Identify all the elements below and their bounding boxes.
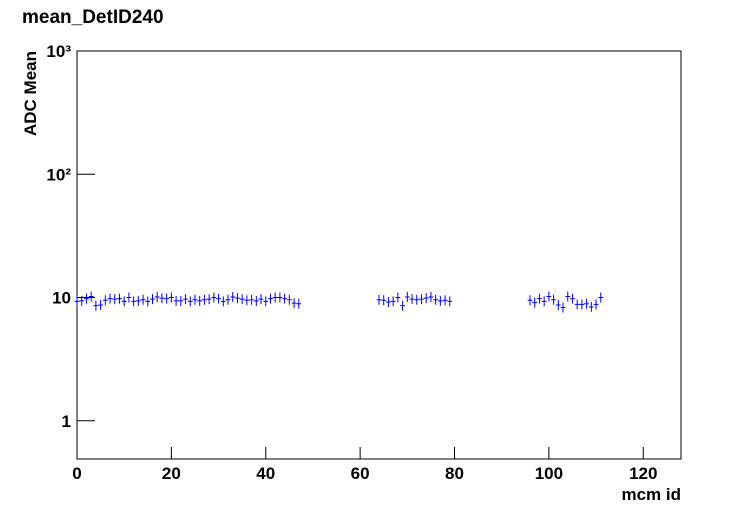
data-point — [249, 294, 254, 305]
plot-frame — [76, 50, 682, 460]
data-point — [414, 294, 420, 305]
chart-title: mean_DetID240 — [22, 7, 164, 28]
data-point — [272, 292, 278, 303]
data-point — [154, 292, 160, 303]
data-point — [282, 293, 287, 304]
data-point — [178, 295, 184, 306]
data-point — [230, 292, 236, 303]
x-tick-label: 60 — [351, 464, 370, 483]
data-point — [202, 294, 207, 305]
data-point — [593, 299, 599, 310]
x-tick-label: 20 — [162, 464, 181, 483]
data-point — [286, 294, 292, 305]
data-point — [428, 292, 434, 303]
data-point — [84, 293, 89, 304]
data-point — [409, 294, 415, 305]
data-point — [211, 292, 217, 303]
x-tick-label: 100 — [535, 464, 563, 483]
data-point — [225, 294, 231, 305]
data-point — [88, 291, 94, 302]
data-point — [395, 292, 401, 303]
y-tick-label: 10² — [46, 165, 71, 184]
x-tick-label: 120 — [629, 464, 657, 483]
data-point — [164, 293, 170, 304]
data-point — [381, 295, 387, 306]
data-point — [376, 294, 382, 305]
data-point — [235, 293, 240, 304]
data-point — [419, 294, 424, 305]
data-point — [296, 298, 302, 309]
data-point — [220, 296, 226, 307]
x-tick-label: 0 — [72, 464, 81, 483]
x-axis-label: mcm id — [621, 485, 681, 504]
data-point — [404, 292, 410, 303]
y-axis-label: ADC Mean — [21, 51, 40, 136]
data-point — [423, 293, 429, 304]
data-point — [126, 292, 132, 303]
data-point — [541, 296, 547, 307]
data-point — [244, 295, 250, 306]
data-point — [183, 294, 188, 305]
data-point — [216, 293, 221, 304]
data-point — [400, 300, 405, 311]
data-point — [437, 295, 443, 306]
data-point — [117, 293, 122, 304]
data-point — [447, 296, 453, 307]
data-point — [555, 299, 561, 310]
data-point — [107, 293, 113, 304]
data-point — [390, 296, 396, 307]
x-tick-label: 40 — [256, 464, 275, 483]
data-point — [584, 298, 589, 309]
data-point — [239, 294, 245, 305]
y-tick-label: 10³ — [46, 42, 71, 61]
data-point — [598, 292, 604, 303]
data-point — [253, 295, 259, 306]
data-point — [537, 293, 542, 304]
data-point — [574, 299, 580, 310]
data-point — [79, 295, 85, 306]
data-point — [197, 295, 203, 306]
y-tick-label: 10 — [52, 289, 71, 308]
data-point — [93, 300, 99, 311]
data-point — [291, 298, 297, 309]
data-point — [173, 295, 179, 306]
data-point — [150, 294, 155, 305]
data-point — [433, 294, 438, 305]
data-point — [560, 302, 566, 313]
data-point — [192, 294, 198, 305]
data-point — [159, 293, 165, 304]
data-point — [263, 296, 269, 307]
x-tick-label: 80 — [445, 464, 464, 483]
data-point — [74, 296, 80, 307]
data-point — [532, 297, 538, 308]
y-tick-label: 1 — [62, 412, 71, 431]
data-point — [140, 294, 146, 305]
data-point — [588, 301, 594, 312]
data-point — [102, 295, 108, 306]
data-point — [258, 294, 264, 305]
data-point — [169, 292, 174, 303]
data-point — [565, 291, 571, 302]
data-point — [527, 295, 533, 306]
data-point — [98, 299, 103, 310]
data-point — [570, 293, 575, 304]
data-point — [386, 297, 391, 308]
data-point — [546, 291, 552, 302]
data-point — [135, 295, 141, 306]
data-point — [145, 296, 151, 307]
data-point — [551, 294, 556, 305]
data-point — [206, 294, 212, 305]
data-point — [277, 292, 283, 303]
data-point — [442, 295, 448, 306]
data-point — [579, 299, 585, 310]
data-point — [268, 293, 273, 304]
data-point — [131, 296, 136, 307]
data-point — [187, 296, 193, 307]
data-point — [112, 294, 118, 305]
data-point — [121, 296, 127, 307]
